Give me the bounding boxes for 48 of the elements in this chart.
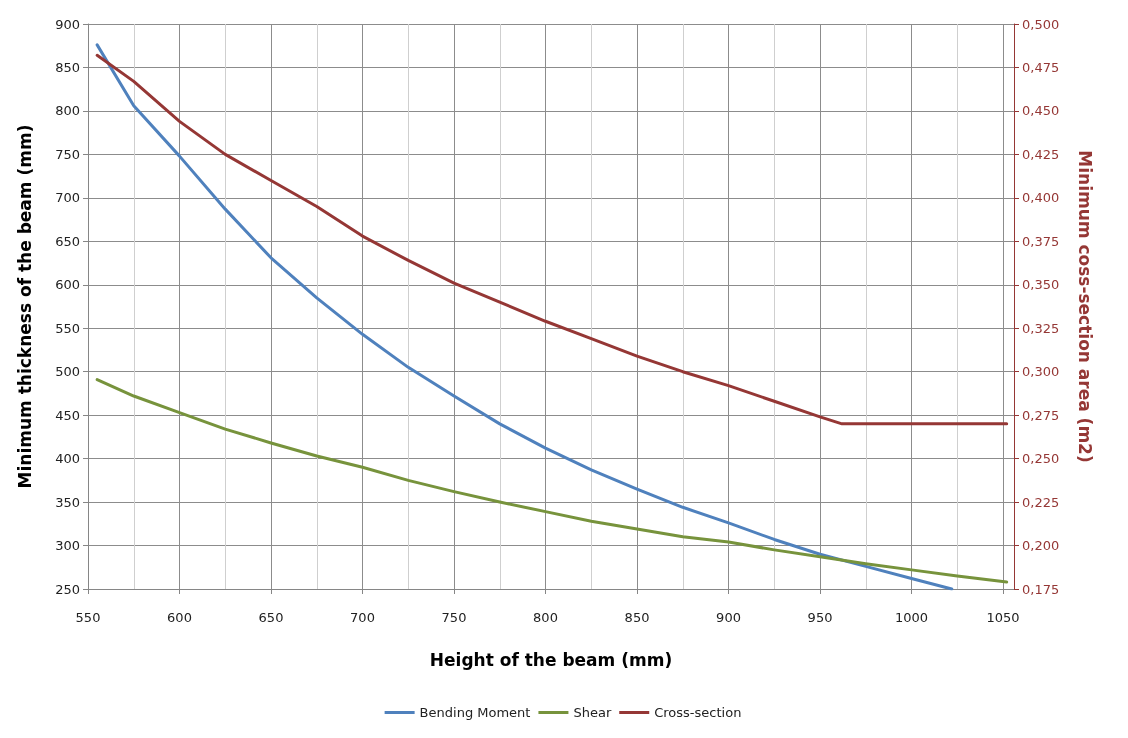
- y2-tick-label: 0,200: [1022, 538, 1060, 554]
- y2-tick-label: 0,400: [1022, 190, 1060, 206]
- y2-tick-label: 0,350: [1022, 277, 1060, 293]
- y-tick-label: 500: [55, 364, 80, 380]
- legend-label: Cross-section: [654, 705, 742, 720]
- y2-tick-label: 0,300: [1022, 364, 1060, 380]
- y-tick-label: 750: [55, 146, 80, 162]
- y-tick-label: 550: [55, 320, 80, 336]
- y-tick-label: 350: [55, 494, 80, 510]
- legend-label: Bending Moment: [419, 705, 531, 720]
- y2-axis-title: Minimum coss-section area (m2): [1074, 150, 1095, 463]
- x-tick-label: 900: [716, 610, 741, 625]
- x-tick-label: 950: [807, 610, 833, 625]
- x-tick-label: 700: [350, 610, 375, 625]
- y-tick-label: 850: [55, 59, 80, 75]
- y2-tick-label: 0,425: [1022, 146, 1060, 162]
- y-tick-label: 400: [55, 451, 80, 467]
- y2-tick-label: 0,275: [1022, 407, 1060, 423]
- x-tick-label: 600: [167, 610, 192, 625]
- x-axis-title: Height of the beam (mm): [429, 649, 673, 670]
- y2-tick-label: 0,450: [1022, 103, 1060, 119]
- x-tick-label: 1050: [986, 610, 1020, 625]
- line-series: [95, 43, 954, 591]
- y2-tick-label: 0,225: [1022, 494, 1060, 510]
- y-tick-label: 700: [55, 190, 80, 206]
- x-tick-label: 650: [258, 610, 284, 625]
- line-series: [95, 378, 1009, 584]
- y2-tick-label: 0,175: [1022, 581, 1060, 597]
- y-tick-label: 650: [55, 233, 80, 249]
- y-tick-label: 900: [55, 16, 80, 32]
- line-series: [95, 53, 1009, 426]
- y2-tick-label: 0,250: [1022, 451, 1060, 467]
- x-tick-label: 750: [441, 610, 467, 625]
- legend-label: Shear: [573, 705, 612, 720]
- y2-tick-label: 0,325: [1022, 320, 1060, 336]
- y-tick-label: 600: [55, 277, 80, 293]
- x-tick-label: 550: [75, 610, 101, 625]
- x-tick-label: 800: [533, 610, 558, 625]
- y-tick-label: 800: [55, 103, 80, 119]
- x-tick-label: 850: [624, 610, 650, 625]
- y-axis-title: Minimum thickness of the beam (mm): [14, 124, 35, 489]
- x-tick-label: 1000: [894, 610, 929, 625]
- y2-tick-label: 0,500: [1022, 16, 1060, 32]
- y2-tick-label: 0,375: [1022, 233, 1060, 249]
- y-tick-label: 300: [55, 538, 80, 554]
- y2-tick-label: 0,475: [1022, 59, 1060, 75]
- y-tick-label: 450: [55, 407, 80, 423]
- y-tick-label: 250: [55, 581, 80, 597]
